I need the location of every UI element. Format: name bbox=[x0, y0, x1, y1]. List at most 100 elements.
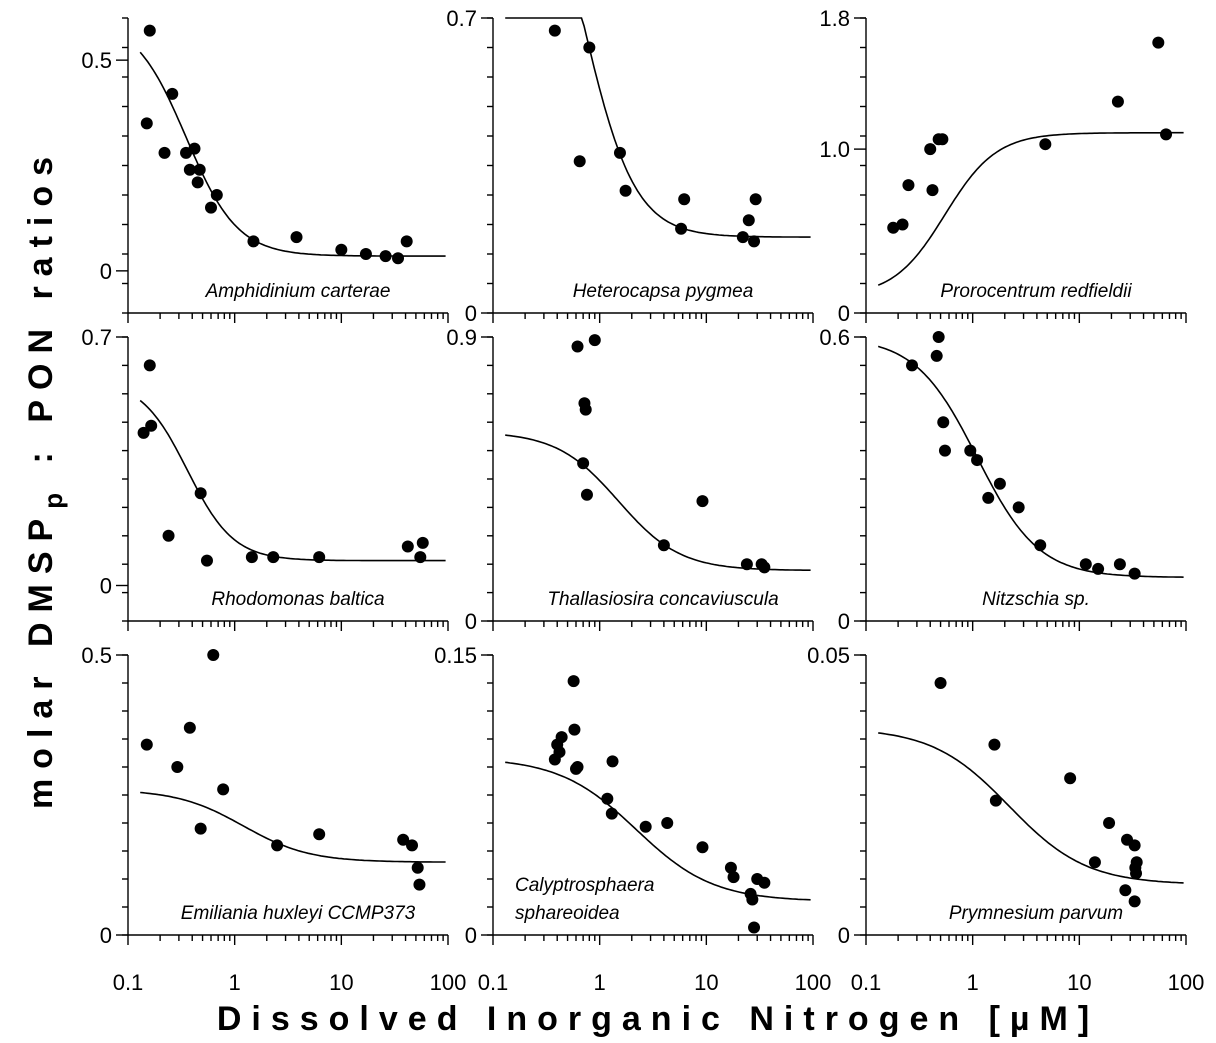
data-point bbox=[736, 231, 749, 244]
data-point bbox=[290, 231, 303, 244]
data-point bbox=[580, 488, 593, 501]
data-point bbox=[758, 876, 771, 889]
data-point bbox=[1119, 884, 1132, 897]
data-point bbox=[162, 529, 175, 542]
data-point bbox=[1079, 558, 1092, 571]
species-label: Nitzschia sp. bbox=[982, 589, 1090, 610]
data-point bbox=[413, 878, 426, 891]
data-point bbox=[1130, 867, 1143, 880]
data-point bbox=[406, 839, 419, 852]
data-point bbox=[400, 235, 413, 248]
panel: 0 0.6 Nitzschia sp. bbox=[819, 325, 1187, 634]
data-point bbox=[696, 495, 709, 508]
data-point bbox=[191, 176, 204, 189]
y-tick-label: 0 bbox=[100, 923, 112, 948]
data-point bbox=[194, 487, 207, 500]
data-point bbox=[247, 235, 260, 248]
data-point bbox=[171, 761, 184, 773]
data-point bbox=[1039, 138, 1052, 151]
panels-group: 0 0.5 Amphidinium carterae 0 0.7 Heterocapsa … bbox=[81, 6, 1187, 948]
data-point bbox=[1113, 558, 1126, 571]
data-point bbox=[606, 755, 619, 768]
data-point bbox=[740, 558, 753, 571]
panel: 0 0.15 Calyptrosphaera sphareoidea bbox=[434, 643, 814, 948]
y-tick-label: 1.0 bbox=[819, 137, 850, 162]
data-point bbox=[553, 746, 566, 759]
data-point bbox=[696, 841, 709, 854]
data-point bbox=[657, 539, 670, 552]
data-point bbox=[401, 540, 414, 553]
y-tick-label: 0.5 bbox=[81, 48, 112, 73]
y-tick-label: 0.9 bbox=[446, 325, 477, 350]
panel: 0 0.5 Emiliania huxleyi CCMP373 bbox=[81, 643, 449, 948]
species-label: Amphidinium carterae bbox=[205, 281, 391, 302]
data-point bbox=[906, 359, 919, 372]
data-point bbox=[183, 721, 196, 734]
data-point bbox=[210, 189, 223, 201]
data-point bbox=[971, 454, 984, 467]
data-point bbox=[335, 243, 348, 256]
data-point bbox=[746, 893, 759, 906]
data-point bbox=[194, 822, 207, 835]
data-point bbox=[217, 783, 230, 796]
data-point bbox=[1128, 839, 1141, 852]
y-tick-label: 0 bbox=[465, 923, 477, 948]
x-tick-label: 10 bbox=[694, 970, 718, 995]
data-point bbox=[678, 193, 691, 206]
data-point bbox=[938, 444, 951, 457]
x-tick-label: 1 bbox=[967, 970, 979, 995]
data-point bbox=[137, 426, 150, 439]
y-tick-label: 0 bbox=[100, 574, 112, 599]
x-tick-label: 1 bbox=[229, 970, 241, 995]
data-point bbox=[1128, 895, 1141, 908]
data-point bbox=[661, 817, 674, 829]
data-point bbox=[924, 143, 937, 156]
panel: 0 1.0 1.8 Prorocentrum redfieldii bbox=[819, 6, 1187, 326]
data-point bbox=[1111, 95, 1124, 108]
data-point bbox=[583, 41, 596, 54]
data-point bbox=[414, 551, 427, 564]
fit-curve bbox=[505, 761, 811, 901]
data-point bbox=[934, 677, 947, 689]
y-tick-label: 0.05 bbox=[807, 643, 850, 668]
data-point bbox=[742, 214, 755, 227]
data-point bbox=[613, 146, 626, 159]
x-tick-label: 0.1 bbox=[851, 970, 882, 995]
species-label: Prymnesium parvum bbox=[949, 903, 1123, 924]
data-point bbox=[1103, 817, 1116, 829]
x-tick-label: 1 bbox=[594, 970, 606, 995]
data-point bbox=[411, 861, 424, 874]
panel: 0 0.9 Thallasiosira concaviuscula bbox=[446, 325, 814, 634]
data-point bbox=[749, 193, 762, 206]
data-point bbox=[932, 331, 945, 343]
y-tick-label: 0.7 bbox=[446, 6, 477, 31]
data-point bbox=[145, 419, 158, 432]
data-point bbox=[392, 252, 405, 265]
data-point bbox=[1064, 772, 1077, 785]
x-tick-label: 100 bbox=[1168, 970, 1205, 995]
data-point bbox=[887, 221, 900, 234]
data-point bbox=[188, 142, 201, 155]
x-tick-labels: 0.1 1 10 100 0.1 1 10 100 0.1 1 10 100 bbox=[113, 970, 1205, 995]
data-point bbox=[205, 201, 218, 214]
y-tick-label: 0 bbox=[838, 609, 850, 634]
data-point bbox=[758, 561, 771, 574]
data-point bbox=[936, 133, 949, 146]
species-label: sphareoidea bbox=[515, 903, 620, 924]
data-point bbox=[605, 807, 618, 820]
y-tick-label: 0.15 bbox=[434, 643, 477, 668]
data-point bbox=[416, 536, 429, 549]
data-point bbox=[183, 163, 196, 176]
data-point bbox=[267, 551, 280, 564]
data-point bbox=[140, 117, 153, 130]
data-point bbox=[930, 349, 943, 362]
y-tick-label: 0 bbox=[838, 301, 850, 326]
data-point bbox=[1092, 562, 1105, 575]
y-tick-label: 0 bbox=[100, 259, 112, 284]
data-point bbox=[166, 87, 179, 100]
x-tick-label: 100 bbox=[795, 970, 832, 995]
data-point bbox=[579, 403, 592, 416]
data-point bbox=[1012, 501, 1025, 514]
data-point bbox=[555, 731, 568, 744]
x-tick-label: 0.1 bbox=[478, 970, 509, 995]
